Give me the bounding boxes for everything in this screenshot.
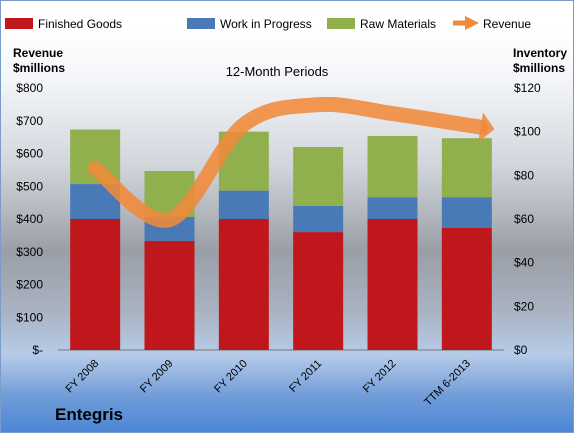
- left-axis-tick-label: $300: [16, 245, 43, 259]
- bar-work-in-progress: [367, 197, 418, 219]
- left-axis-label-line2: $millions: [13, 61, 65, 75]
- bar-finished-goods: [218, 219, 269, 350]
- legend: Finished Goods Work in Progress Raw Materi…: [5, 16, 531, 31]
- left-axis-tick-label: $-: [32, 343, 43, 357]
- bar-raw-materials: [367, 136, 418, 198]
- left-axis-tick-label: $100: [16, 310, 43, 324]
- left-axis-tick-label: $200: [16, 278, 43, 292]
- legend-swatch-raw-materials: [327, 18, 355, 29]
- revenue-arrowhead: [478, 112, 495, 142]
- chart-title: 12-Month Periods: [226, 64, 329, 79]
- bar-work-in-progress: [293, 205, 344, 233]
- right-axis-tick-label: $60: [514, 212, 534, 226]
- x-axis-tick-label: FY 2008: [64, 358, 102, 396]
- x-axis-tick-label: FY 2011: [287, 358, 324, 395]
- bar-finished-goods: [441, 227, 492, 350]
- left-axis-label-line1: Revenue: [13, 46, 63, 60]
- plot-area: $- $100 $200 $300 $400 $500 $600 $700 $800 $0 $20 $…: [16, 81, 541, 408]
- x-axis-tick-label: FY 2009: [138, 358, 176, 396]
- right-axis-tick-label: $120: [514, 81, 541, 95]
- legend-swatch-finished-goods: [5, 18, 33, 29]
- left-axis-tick-label: $600: [16, 147, 43, 161]
- bar-finished-goods: [293, 232, 344, 350]
- right-axis-tick-label: $20: [514, 299, 534, 313]
- right-axis-tick-label: $80: [514, 168, 534, 182]
- left-axis-tick-label: $500: [16, 179, 43, 193]
- x-axis-tick-label: TTM 6-2013: [422, 358, 473, 409]
- revenue-line: [87, 96, 489, 228]
- legend-label-revenue: Revenue: [483, 17, 531, 31]
- legend-label-raw-materials: Raw Materials: [360, 17, 436, 31]
- legend-swatch-work-in-progress: [187, 18, 215, 29]
- bar-finished-goods: [367, 219, 418, 350]
- legend-label-finished-goods: Finished Goods: [38, 17, 122, 31]
- company-name: Entegris: [55, 405, 124, 424]
- x-axis-tick-label: FY 2012: [361, 358, 399, 396]
- legend-label-work-in-progress: Work in Progress: [220, 17, 312, 31]
- right-axis-tick-label: $100: [514, 125, 541, 139]
- right-axis-label-line1: Inventory: [513, 46, 567, 60]
- right-axis-tick-label: $0: [514, 343, 528, 357]
- bar-raw-materials: [441, 138, 492, 198]
- right-axis-label-line2: $millions: [513, 61, 565, 75]
- x-axis-tick-label: FY 2010: [212, 358, 250, 396]
- left-axis-tick-label: $700: [16, 114, 43, 128]
- bar-work-in-progress: [441, 197, 492, 228]
- left-axis-tick-label: $800: [16, 81, 43, 95]
- right-axis-tick-label: $40: [514, 256, 534, 270]
- left-axis-tick-label: $400: [16, 212, 43, 226]
- bar-finished-goods: [70, 219, 121, 350]
- bar-raw-materials: [293, 146, 344, 206]
- legend-arrow-revenue: [465, 16, 479, 30]
- bar-work-in-progress: [218, 190, 269, 219]
- bar-finished-goods: [144, 240, 195, 350]
